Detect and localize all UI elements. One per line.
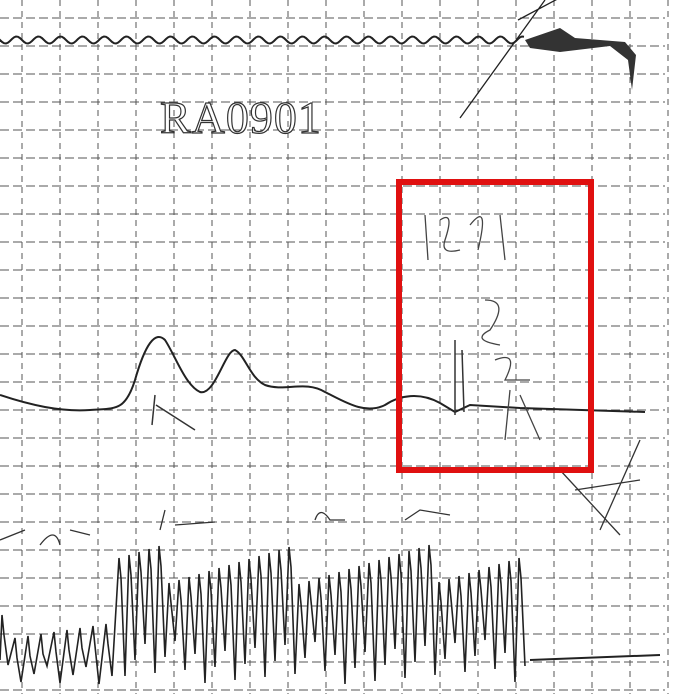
- highlight-box: [396, 179, 594, 473]
- handwriting: [0, 509, 451, 546]
- handwriting: [424, 214, 541, 441]
- pen-stroke: [151, 340, 465, 431]
- chart-label: RA0901: [160, 92, 322, 143]
- pen-stroke: [459, 0, 557, 119]
- top-trace: [0, 35, 525, 45]
- pen-stroke: [559, 439, 641, 536]
- bottom-trace: [0, 544, 526, 685]
- ink-blot: [525, 28, 636, 90]
- bottom-trace-end: [529, 654, 661, 661]
- middle-trace: [0, 335, 646, 414]
